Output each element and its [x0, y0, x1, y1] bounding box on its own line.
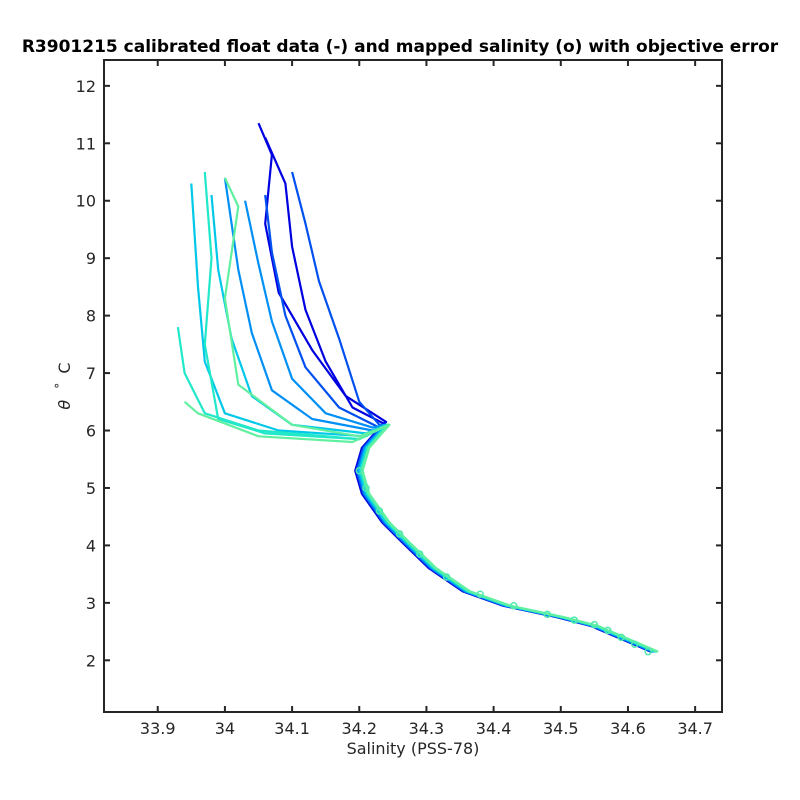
x-tick-label: 33.9 [140, 719, 176, 738]
mapped-point [395, 530, 404, 538]
y-tick-label: 5 [86, 479, 96, 498]
x-axis-label: Salinity (PSS-78) [347, 739, 480, 758]
x-tick-label: 34.7 [677, 719, 713, 738]
x-tick-label: 34.5 [543, 719, 579, 738]
y-tick-label: 2 [86, 651, 96, 670]
mapped-point [355, 466, 364, 475]
x-axis: 33.9 34 34.1 34.2 34.3 34.4 34.5 34.6 34.7 [140, 60, 713, 738]
y-axis-label: θ ° C [49, 362, 74, 409]
plot-frame [103, 59, 723, 713]
chart-title: R3901215 calibrated float data (-) and m… [22, 37, 779, 57]
x-tick-label: 34.4 [476, 719, 512, 738]
plot-area [104, 60, 722, 712]
y-axis: 2 3 4 5 6 7 8 9 10 11 12 [76, 77, 722, 670]
y-tick-label: 12 [76, 77, 96, 96]
y-axis-label-unit: C [55, 362, 74, 373]
mapped-point [362, 484, 370, 492]
y-tick-label: 3 [86, 594, 96, 613]
mapped-point [510, 601, 518, 610]
mapped-point [570, 616, 578, 624]
mapped-points [355, 466, 652, 656]
y-tick-label: 7 [86, 364, 96, 383]
x-tick-label: 34.1 [274, 719, 310, 738]
mapped-point [617, 633, 625, 642]
mapped-point [442, 573, 451, 581]
mapped-point [590, 620, 599, 629]
y-tick-label: 6 [86, 422, 96, 441]
mapped-point [415, 550, 424, 558]
mapped-point [476, 590, 484, 598]
y-tick-label: 9 [86, 249, 96, 268]
mapped-point [644, 647, 652, 656]
y-axis-label-degree: ° [53, 383, 67, 389]
x-tick-label: 34 [215, 719, 235, 738]
mapped-point [543, 610, 552, 619]
y-tick-label: 10 [76, 192, 96, 211]
y-tick-label: 11 [76, 134, 96, 153]
x-tick-label: 34.3 [409, 719, 445, 738]
y-axis-label-theta: θ [55, 400, 74, 410]
x-tick-label: 34.6 [610, 719, 646, 738]
x-tick-label: 34.2 [341, 719, 377, 738]
y-tick-label: 4 [86, 536, 96, 555]
mapped-point [375, 507, 384, 515]
y-tick-label: 8 [86, 307, 96, 326]
mapped-point [604, 626, 612, 635]
mapped-point [630, 640, 639, 648]
